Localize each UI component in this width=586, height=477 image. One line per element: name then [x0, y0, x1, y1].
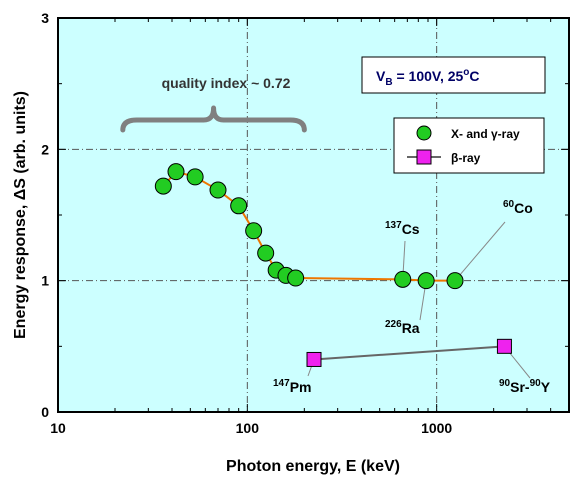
data-point-x-gamma	[209, 181, 227, 199]
x-tick-label: 100	[236, 420, 260, 436]
series-line-beta	[313, 345, 505, 361]
annotation-pm: 147Pm	[273, 378, 311, 395]
data-point-x-gamma	[186, 168, 204, 186]
annotation-co: 60Co	[503, 199, 533, 216]
condition-v: V	[376, 68, 386, 84]
y-tick-labels: 0 1 2 3	[41, 10, 49, 420]
legend-marker-x-gamma	[416, 125, 432, 141]
condition-sub: B	[385, 77, 392, 88]
annotation-ra: 226Ra	[385, 319, 420, 336]
condition-deg: o	[463, 67, 469, 78]
condition-rest: = 100V, 25	[393, 68, 464, 84]
legend-marker-beta	[416, 149, 432, 165]
leader-line-2	[454, 221, 506, 281]
annotation-sr-y: 90Sr-90Y	[499, 378, 551, 395]
data-point-x-gamma	[245, 222, 263, 240]
quality-index-label: quality index ~ 0.72	[162, 75, 291, 91]
condition-unit: C	[469, 68, 479, 84]
quality-index-bracket	[120, 105, 307, 133]
annotation-cs: 137Cs	[385, 220, 420, 237]
series-x-gamma	[154, 163, 464, 290]
plot-frame	[57, 17, 570, 413]
svg-text:VB = 100V, 25oC: VB = 100V, 25oC	[376, 67, 480, 88]
data-point-x-gamma	[167, 163, 185, 181]
y-axis-label: Energy response, ΔS (arb. units)	[12, 91, 29, 339]
y-tick-label: 0	[41, 404, 49, 420]
y-tick-label: 3	[41, 10, 49, 26]
legend: X- and γ-ray β-ray	[393, 117, 545, 174]
x-tick-label: 1000	[421, 420, 452, 436]
data-point-x-gamma	[154, 177, 172, 195]
data-point-beta	[496, 338, 512, 354]
series-beta	[306, 338, 512, 367]
data-point-x-gamma	[417, 272, 435, 290]
x-axis-label: Photon energy, E (keV)	[226, 458, 400, 475]
data-point-x-gamma	[230, 197, 248, 215]
data-point-x-gamma	[394, 270, 412, 288]
x-tick-label: 10	[50, 420, 66, 436]
y-tick-label: 1	[41, 273, 49, 289]
legend-label-x-gamma: X- and γ-ray	[451, 127, 520, 141]
data-point-beta	[306, 351, 322, 367]
data-point-x-gamma	[446, 272, 464, 290]
data-point-x-gamma	[287, 269, 305, 287]
condition-box: VB = 100V, 25oC	[361, 56, 546, 94]
x-tick-labels: 10 100 1000	[50, 420, 452, 436]
data-point-x-gamma	[257, 244, 275, 262]
y-tick-label: 2	[41, 141, 49, 157]
legend-label-beta: β-ray	[451, 151, 481, 165]
